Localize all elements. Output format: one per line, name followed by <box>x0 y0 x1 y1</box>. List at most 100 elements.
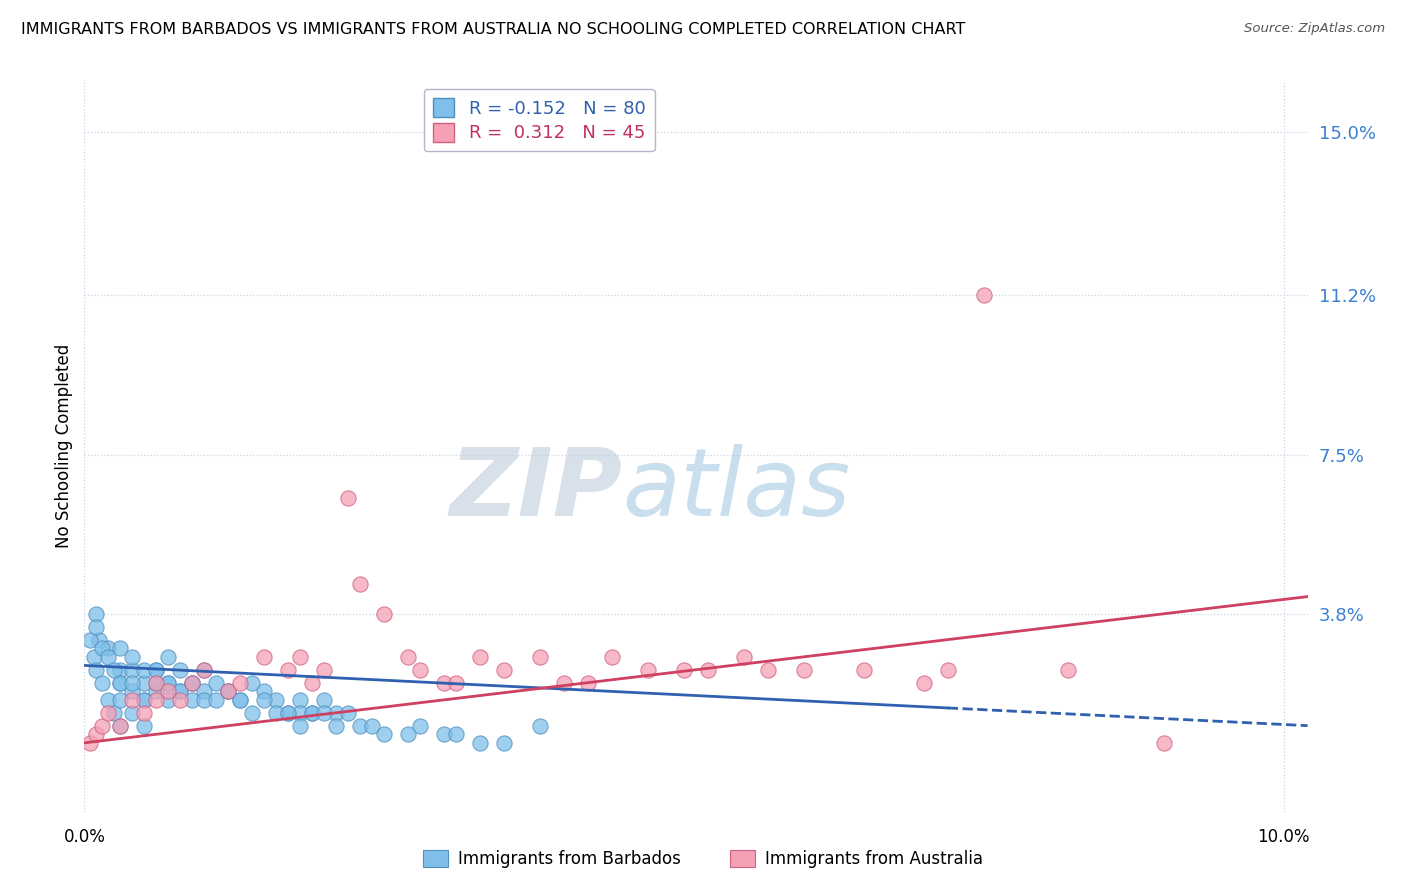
Point <box>91 641 114 656</box>
Point <box>409 663 432 677</box>
Point <box>145 684 167 698</box>
Point <box>79 736 101 750</box>
Point <box>145 663 167 677</box>
Point <box>145 675 167 690</box>
Point <box>181 675 204 690</box>
Point <box>314 693 336 707</box>
Point <box>468 649 491 664</box>
Point <box>217 684 239 698</box>
Point <box>733 649 755 664</box>
Point <box>349 719 371 733</box>
Legend: Immigrants from Barbados, Immigrants from Australia: Immigrants from Barbados, Immigrants fro… <box>416 843 990 875</box>
Point <box>134 719 156 733</box>
Point <box>253 684 276 698</box>
Point <box>277 706 299 720</box>
Point <box>240 706 263 720</box>
Point <box>973 288 995 302</box>
Point <box>121 693 143 707</box>
Point <box>396 727 419 741</box>
Point <box>912 675 935 690</box>
Point <box>110 675 132 690</box>
Point <box>301 675 323 690</box>
Point <box>253 693 276 707</box>
Point <box>433 727 456 741</box>
Point <box>169 663 191 677</box>
Point <box>264 706 287 720</box>
Point <box>103 663 125 677</box>
Point <box>169 684 191 698</box>
Point <box>494 736 516 750</box>
Point <box>157 675 180 690</box>
Point <box>103 706 125 720</box>
Point <box>134 693 156 707</box>
Point <box>193 663 215 677</box>
Point <box>91 675 114 690</box>
Point <box>110 641 132 656</box>
Point <box>444 675 467 690</box>
Point <box>852 663 875 677</box>
Point <box>314 663 336 677</box>
Point <box>277 706 299 720</box>
Point <box>1153 736 1175 750</box>
Legend: R = -0.152   N = 80, R =  0.312   N = 45: R = -0.152 N = 80, R = 0.312 N = 45 <box>423 89 655 152</box>
Y-axis label: No Schooling Completed: No Schooling Completed <box>55 344 73 548</box>
Point <box>229 675 252 690</box>
Point <box>181 693 204 707</box>
Point <box>121 663 143 677</box>
Point <box>169 684 191 698</box>
Point <box>277 663 299 677</box>
Point <box>756 663 779 677</box>
Point <box>145 693 167 707</box>
Point <box>433 675 456 690</box>
Point <box>325 719 347 733</box>
Point <box>337 706 360 720</box>
Point <box>229 693 252 707</box>
Point <box>672 663 695 677</box>
Point <box>97 706 120 720</box>
Point <box>290 706 312 720</box>
Point <box>373 727 395 741</box>
Text: IMMIGRANTS FROM BARBADOS VS IMMIGRANTS FROM AUSTRALIA NO SCHOOLING COMPLETED COR: IMMIGRANTS FROM BARBADOS VS IMMIGRANTS F… <box>21 22 966 37</box>
Point <box>217 684 239 698</box>
Point <box>1056 663 1078 677</box>
Point <box>157 693 180 707</box>
Point <box>349 576 371 591</box>
Text: atlas: atlas <box>623 444 851 535</box>
Point <box>529 649 551 664</box>
Point <box>229 693 252 707</box>
Point <box>444 727 467 741</box>
Point <box>91 719 114 733</box>
Point <box>97 693 120 707</box>
Point <box>396 649 419 664</box>
Point <box>157 649 180 664</box>
Point <box>157 684 180 698</box>
Point <box>134 706 156 720</box>
Point <box>468 736 491 750</box>
Point <box>87 632 110 647</box>
Point <box>110 719 132 733</box>
Point <box>83 649 105 664</box>
Point <box>134 663 156 677</box>
Point <box>325 706 347 720</box>
Point <box>121 706 143 720</box>
Point <box>110 693 132 707</box>
Point <box>181 675 204 690</box>
Point <box>110 675 132 690</box>
Point <box>79 632 101 647</box>
Point <box>145 663 167 677</box>
Point <box>193 663 215 677</box>
Point <box>181 675 204 690</box>
Point <box>240 675 263 690</box>
Point <box>86 620 108 634</box>
Point <box>373 607 395 621</box>
Point <box>157 675 180 690</box>
Point <box>205 675 228 690</box>
Text: Source: ZipAtlas.com: Source: ZipAtlas.com <box>1244 22 1385 36</box>
Point <box>253 649 276 664</box>
Text: ZIP: ZIP <box>450 444 623 536</box>
Point <box>86 727 108 741</box>
Point <box>361 719 384 733</box>
Point <box>793 663 815 677</box>
Point <box>110 663 132 677</box>
Point <box>193 684 215 698</box>
